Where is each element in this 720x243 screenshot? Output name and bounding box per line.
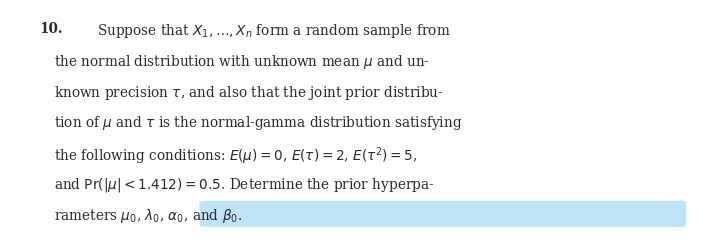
Text: rameters $\mu_0$, $\lambda_0$, $\alpha_0$, and $\beta_0$.: rameters $\mu_0$, $\lambda_0$, $\alpha_0… [54,207,242,225]
FancyBboxPatch shape [199,201,686,227]
Text: the following conditions: $E(\mu) = 0$, $E(\tau) = 2$, $E(\tau^2) = 5$,: the following conditions: $E(\mu) = 0$, … [54,145,418,167]
Text: tion of $\mu$ and $\tau$ is the normal-gamma distribution satisfying: tion of $\mu$ and $\tau$ is the normal-g… [54,114,462,132]
Text: the normal distribution with unknown mean $\mu$ and un-: the normal distribution with unknown mea… [54,53,430,71]
Text: 10.: 10. [40,22,63,36]
Text: Suppose that $X_1, \ldots, X_n$ form a random sample from: Suppose that $X_1, \ldots, X_n$ form a r… [97,22,451,40]
Text: and $\Pr(|\mu| < 1.412) = 0.5$. Determine the prior hyperpa-: and $\Pr(|\mu| < 1.412) = 0.5$. Determin… [54,176,434,194]
Text: known precision $\tau$, and also that the joint prior distribu-: known precision $\tau$, and also that th… [54,84,444,102]
